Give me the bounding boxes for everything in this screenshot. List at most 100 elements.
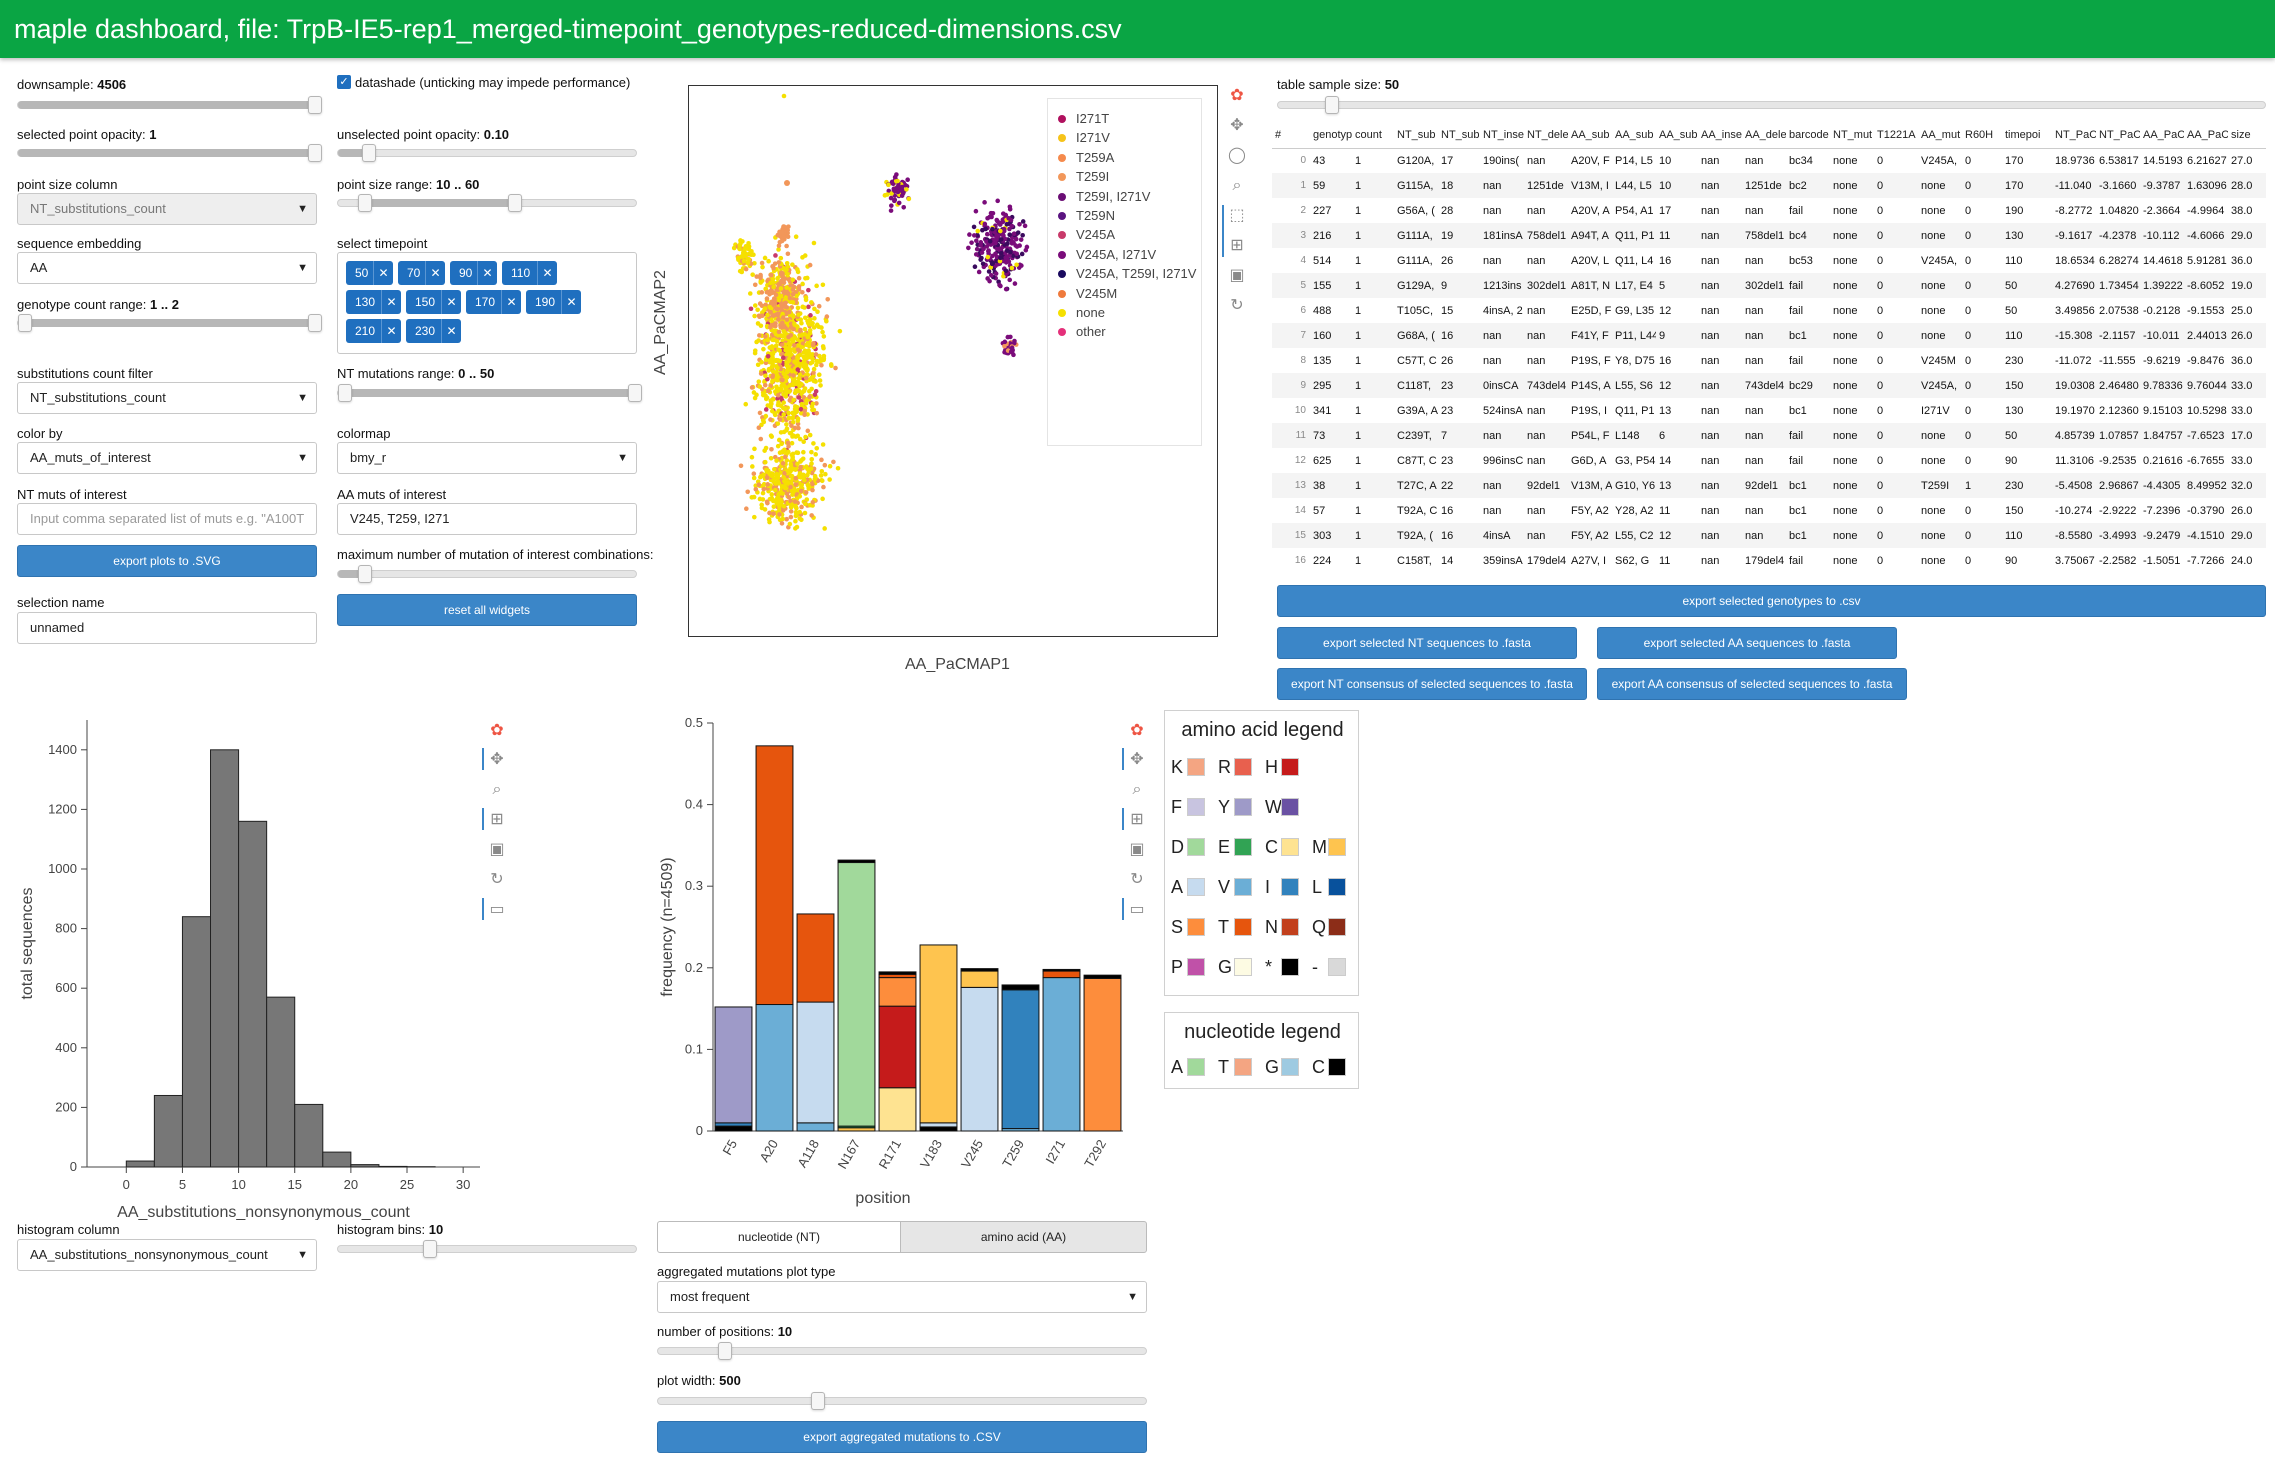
reset-icon[interactable]: ↻ [1130,871,1144,888]
save-icon[interactable]: ▣ [1229,267,1245,284]
table-column-header[interactable]: NT_PaC [2052,122,2096,149]
close-icon[interactable]: ✕ [441,290,461,314]
wheel-zoom-icon[interactable]: ⌕ [1232,177,1242,194]
lasso-select-icon[interactable]: ◯ [1228,147,1246,164]
timepoint-chip[interactable]: 170 ✕ [466,290,521,314]
save-icon[interactable]: ▣ [489,841,505,858]
histogram-column-select[interactable]: AA_substitutions_nonsynonymous_count ▼ [17,1239,317,1271]
legend-item[interactable]: T259A [1058,150,1114,165]
legend-item[interactable]: T259I, I271V [1058,189,1150,204]
downsample-slider[interactable] [17,96,322,114]
table-row[interactable]: 10 341 1 G39A, A 23 524insA nan P19S, I Q11, P1 1… [1272,398,2266,423]
export-aggregated-csv-button[interactable]: export aggregated mutations to .CSV [657,1421,1147,1453]
timepoint-chip[interactable]: 110 ✕ [502,261,557,285]
reset-icon[interactable]: ↻ [490,871,504,888]
tab-nucleotide[interactable]: nucleotide (NT) [657,1221,901,1253]
genotypes-table[interactable]: # genotyp count NT_sub NT_sub NT_inse NT_dele A… [1272,122,2266,572]
legend-item[interactable]: V245A, I271V [1058,247,1156,262]
table-row[interactable]: 3 216 1 G111A, 19 181insA 758del1 A94T, A Q11, P… [1272,223,2266,248]
selected-opacity-slider[interactable] [17,144,322,162]
table-row[interactable]: 13 38 1 T27C, A 22 nan 92del1 V13M, A G10, Y6 13 n… [1272,473,2266,498]
selection-name-input[interactable]: unnamed [17,612,317,644]
substitutions-filter-select[interactable]: NT_substitutions_count ▼ [17,382,317,414]
table-column-header[interactable]: NT_mut [1830,122,1874,149]
tab-amino-acid[interactable]: amino acid (AA) [900,1221,1147,1253]
timepoint-chip[interactable]: 210 ✕ [346,319,401,343]
timepoint-chip[interactable]: 190 ✕ [526,290,581,314]
point-size-column-select[interactable]: NT_substitutions_count ▼ [17,193,317,225]
close-icon[interactable]: ✕ [441,319,461,343]
wheel-zoom-icon[interactable]: ⌕ [1132,781,1142,798]
table-column-header[interactable]: genotyp [1310,122,1352,149]
table-column-header[interactable]: # [1272,122,1310,149]
table-column-header[interactable]: NT_PaC [2096,122,2140,149]
close-icon[interactable]: ✕ [477,261,497,285]
table-column-header[interactable]: barcode [1786,122,1830,149]
table-row[interactable]: 5 155 1 G129A, 9 1213ins 302del1 A81T, N L17, E4… [1272,273,2266,298]
table-row[interactable]: 7 160 1 G68A, (16 nan nan F41Y, F P11, L44 9 nan n… [1272,323,2266,348]
table-row[interactable]: 0 43 1 G120A, 17 190ins(nan A20V, F P14, L5 10 na… [1272,148,2266,173]
timepoint-chip[interactable]: 130 ✕ [346,290,401,314]
legend-item[interactable]: V245M [1058,286,1117,301]
timepoint-chip[interactable]: 90 ✕ [450,261,497,285]
legend-item[interactable]: I271T [1058,111,1109,126]
table-column-header[interactable]: timepoi [2002,122,2052,149]
table-column-header[interactable]: size [2228,122,2266,149]
table-column-header[interactable]: AA_sub [1612,122,1656,149]
aa-muts-input[interactable]: V245, T259, I271 [337,503,637,535]
aggregated-mutations-chart[interactable]: F5 A20 A118 N167 R171 V183 V245 T259 I271 T292 0 0.… [640,710,1180,1220]
timepoint-chip[interactable]: 230 ✕ [406,319,461,343]
wheel-zoom-icon[interactable]: ⌕ [492,781,502,798]
table-column-header[interactable]: AA_dele [1742,122,1786,149]
box-select-icon[interactable]: ⬚ [1229,207,1245,224]
timepoint-chip[interactable]: 50 ✕ [346,261,393,285]
table-row[interactable]: 14 57 1 T92A, C 16 nan nan F5Y, A2 Y28, A2 11 nan n… [1272,498,2266,523]
table-row[interactable]: 16 224 1 C158T, 14 359insA 179del4 A27V, I S62, … [1272,548,2266,572]
export-aa-fasta-button[interactable]: export selected AA sequences to .fasta [1597,627,1897,659]
close-icon[interactable]: ✕ [381,290,401,314]
legend-item[interactable]: T259N [1058,208,1115,223]
sequence-embedding-select[interactable]: AA ▼ [17,252,317,284]
hover-icon[interactable]: ▭ [1129,901,1145,918]
close-icon[interactable]: ✕ [373,261,393,285]
nt-muts-input[interactable]: Input comma separated list of muts e.g. … [17,503,317,535]
plot-type-select[interactable]: most frequent ▼ [657,1281,1147,1313]
close-icon[interactable]: ✕ [425,261,445,285]
table-row[interactable]: 6 488 1 T105C, 15 4insA, 2 nan E25D, F G9, L35 12… [1272,298,2266,323]
export-nt-fasta-button[interactable]: export selected NT sequences to .fasta [1277,627,1577,659]
pan-icon[interactable]: ✥ [1230,117,1244,134]
table-column-header[interactable]: NT_sub [1394,122,1438,149]
table-column-header[interactable]: NT_dele [1524,122,1568,149]
table-column-header[interactable]: AA_sub [1568,122,1612,149]
point-size-range-slider[interactable] [337,194,637,212]
table-column-header[interactable]: AA_inse [1698,122,1742,149]
export-svg-button[interactable]: export plots to .SVG [17,545,317,577]
color-by-select[interactable]: AA_muts_of_interest ▼ [17,442,317,474]
hover-icon[interactable]: ▭ [489,901,505,918]
pan-icon[interactable]: ✥ [490,751,504,768]
table-column-header[interactable]: AA_PaC [2140,122,2184,149]
number-positions-slider[interactable] [657,1342,1147,1360]
close-icon[interactable]: ✕ [381,319,401,343]
legend-item[interactable]: V245A, T259I, I271V [1058,266,1196,281]
reset-icon[interactable]: ↻ [1230,297,1244,314]
nt-mutations-range-slider[interactable] [337,384,642,402]
table-column-header[interactable]: AA_sub [1656,122,1698,149]
table-row[interactable]: 9 295 1 C118T, 23 0insCA 743del4 P14S, A L55, S6… [1272,373,2266,398]
timepoint-chip[interactable]: 70 ✕ [398,261,445,285]
box-zoom-icon[interactable]: ⊞ [1130,811,1144,828]
legend-item[interactable]: I271V [1058,130,1110,145]
max-combos-slider[interactable] [337,565,637,583]
timepoint-multiselect[interactable]: 50 ✕ 70 ✕ 90 ✕ 110 ✕ 130 ✕ 150 ✕ 170 ✕ 190 ✕ 210… [337,252,637,354]
pan-icon[interactable]: ✥ [1130,751,1144,768]
table-column-header[interactable]: T1221A [1874,122,1918,149]
histogram-bins-slider[interactable] [337,1240,637,1258]
close-icon[interactable]: ✕ [561,290,581,314]
export-aa-consensus-button[interactable]: export AA consensus of selected sequence… [1597,668,1907,700]
close-icon[interactable]: ✕ [537,261,557,285]
embedding-scatter-plot[interactable]: I271T I271V T259A T259I T259I, I271V T259N V24… [688,85,1218,637]
table-row[interactable]: 11 73 1 C239T, 7 nan nan P54L, F L148 6 nan nan fail… [1272,423,2266,448]
colormap-select[interactable]: bmy_r ▼ [337,442,637,474]
histogram-chart[interactable]: 0 200 400 600 800 1000 1200 1400 0 5 10 15 20 25 30 AA_… [0,710,510,1220]
legend-item[interactable]: none [1058,305,1105,320]
